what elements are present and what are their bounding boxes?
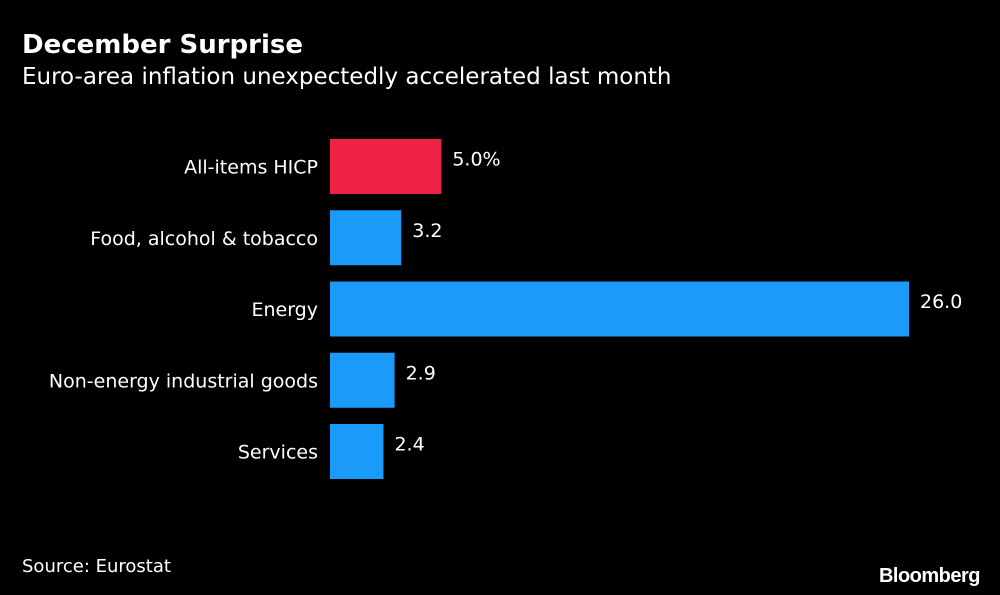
category-label: Services (238, 442, 318, 464)
category-label: Non-energy industrial goods (49, 370, 318, 392)
source-note: Source: Eurostat (22, 556, 171, 577)
category-label: Energy (251, 299, 318, 321)
bar (330, 281, 909, 337)
bloomberg-logo: Bloomberg (878, 565, 981, 587)
category-label: Food, alcohol & tobacco (90, 228, 318, 250)
category-label: All-items HICP (184, 157, 318, 179)
bar (330, 210, 402, 266)
value-label: 2.9 (406, 362, 436, 384)
value-label: 2.4 (394, 434, 424, 456)
bar (330, 424, 384, 479)
chart-subtitle: Euro-area inflation unexpectedly acceler… (22, 64, 672, 90)
value-label: 3.2 (412, 220, 442, 242)
value-label: 26.0 (920, 291, 962, 313)
bar (330, 139, 442, 194)
bar (330, 352, 395, 408)
chart-title: December Surprise (22, 30, 303, 60)
value-label: 5.0% (452, 149, 500, 171)
